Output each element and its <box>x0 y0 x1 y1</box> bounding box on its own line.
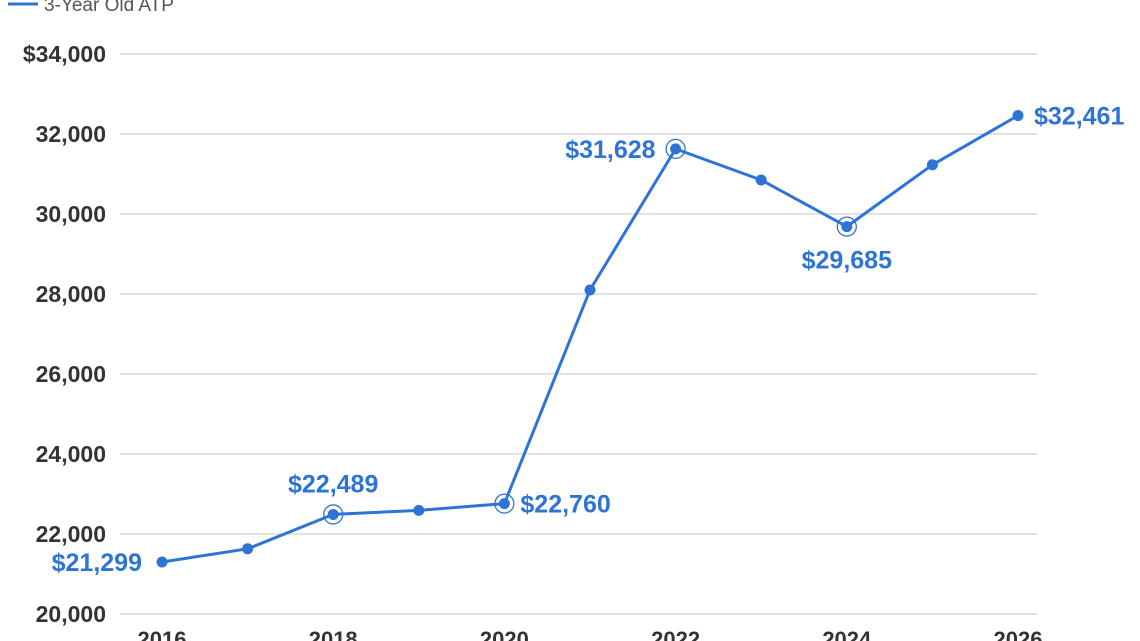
data-label: $22,760 <box>520 491 610 519</box>
data-label: $21,299 <box>52 549 142 577</box>
y-tick-label: 28,000 <box>36 281 106 307</box>
data-point <box>1012 110 1024 122</box>
data-point <box>584 284 596 296</box>
x-axis-ticks: 2016 2018 2020 2022 2024 2026 <box>138 627 1043 641</box>
y-tick-label: 30,000 <box>36 201 106 227</box>
series <box>156 110 1024 568</box>
x-tick-label: 2024 <box>822 627 872 641</box>
point-highlight-ring <box>836 216 857 237</box>
y-tick-label: 32,000 <box>36 121 106 147</box>
x-tick-label: 2018 <box>309 627 358 641</box>
point-highlight-ring <box>323 504 344 525</box>
point-highlight-ring <box>665 138 686 160</box>
data-point <box>413 504 425 516</box>
y-tick-label: 20,000 <box>36 601 106 627</box>
data-point <box>498 498 510 510</box>
point-highlight-ring <box>494 493 515 514</box>
legend-label: 3-Year Old ATP <box>44 0 174 16</box>
data-label: $22,489 <box>288 470 378 498</box>
data-label: $29,685 <box>802 247 892 275</box>
x-tick-label: 2020 <box>480 627 529 641</box>
grid <box>120 53 1037 615</box>
legend: 3-Year Old ATP <box>8 0 174 16</box>
x-tick-label: 2016 <box>138 627 187 641</box>
data-point <box>841 221 853 233</box>
y-tick-label: 22,000 <box>36 521 106 547</box>
y-axis-ticks: $34,000 32,000 30,000 28,000 26,000 24,000 22,… <box>23 41 106 627</box>
data-label: $32,461 <box>1034 103 1124 131</box>
data-point <box>327 508 339 520</box>
data-point <box>926 159 938 171</box>
y-tick-label: 24,000 <box>36 441 106 467</box>
data-point <box>156 556 168 568</box>
y-tick-label: 26,000 <box>36 361 106 387</box>
x-tick-label: 2026 <box>994 627 1043 641</box>
data-point <box>755 174 767 186</box>
data-labels: $21,299 $22,489 $22,760 $31,628 $29,685 $32,4… <box>52 103 1125 577</box>
x-tick-label: 2022 <box>651 627 700 641</box>
y-tick-label: $34,000 <box>23 41 106 67</box>
data-point <box>670 143 682 155</box>
data-point <box>242 543 254 555</box>
data-label: $31,628 <box>565 136 655 164</box>
